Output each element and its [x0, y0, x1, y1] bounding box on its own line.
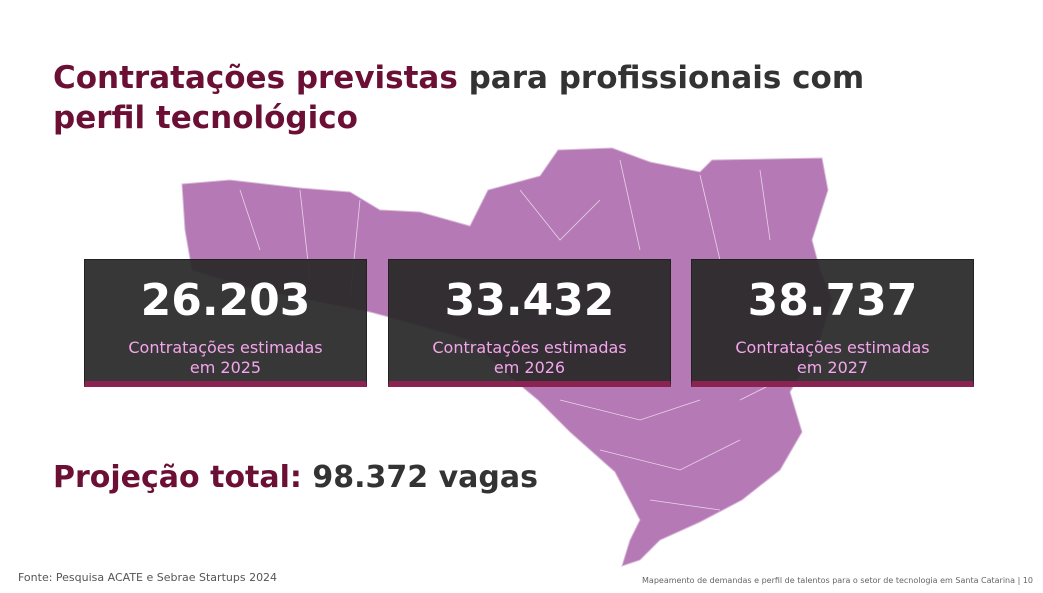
title-part: Contratações previstas: [53, 60, 458, 96]
stat-card: 33.432 Contratações estimadas em 2026: [388, 259, 671, 387]
title-part: para profissionais com: [468, 60, 865, 96]
source: Fonte: Pesquisa ACATE e Sebrae Startups …: [18, 571, 278, 584]
stat-label: Contratações estimadas em 2025: [128, 338, 323, 377]
title: Contratações previstas para profissionai…: [53, 58, 933, 138]
total: Projeção total: 98.372 vagas: [53, 460, 538, 495]
map-borders: [239, 159, 781, 511]
stat-value: 33.432: [444, 275, 615, 326]
stat-card: 26.203 Contratações estimadas em 2025: [84, 259, 367, 387]
total-label: Projeção total:: [53, 460, 302, 495]
stat-label: Contratações estimadas em 2026: [432, 338, 627, 377]
stat-value: 26.203: [140, 275, 311, 326]
stat-label: Contratações estimadas em 2027: [735, 338, 930, 377]
caption: Mapeamento de demandas e perfil de talen…: [642, 576, 1033, 585]
stat-card: 38.737 Contratações estimadas em 2027: [691, 259, 974, 387]
total-value: 98.372 vagas: [312, 460, 538, 495]
title-part: perfil tecnológico: [53, 100, 358, 136]
stat-value: 38.737: [747, 275, 918, 326]
